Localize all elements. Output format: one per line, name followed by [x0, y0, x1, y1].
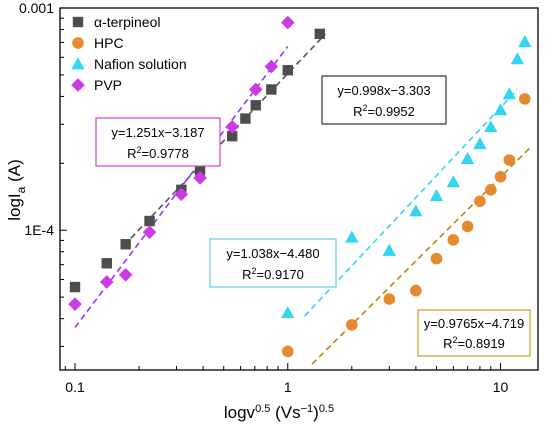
legend-marker-nafion-solution	[71, 57, 85, 70]
point-terpineol	[144, 215, 155, 227]
plot-frame	[59, 7, 539, 371]
x-axis-title: logv0.5 (Vs−1)0.5	[224, 403, 334, 422]
point-nafion-solution	[345, 230, 359, 243]
legend: α-terpineol HPC Nafion solution PVP	[71, 14, 187, 93]
point-pvp	[99, 275, 114, 289]
annotation-pvp-r2: R2=0.9778	[127, 145, 189, 161]
point-nafion-solution	[473, 137, 487, 150]
fit-line-nafion-solution	[304, 88, 518, 317]
annotation-terpineol: y=0.998x−3.303 R2=0.9952	[321, 75, 447, 125]
annotation-hpc-equation: y=0.9765x−4.719	[424, 316, 524, 331]
point-terpineol	[69, 281, 81, 293]
x-tick-label: 0.1	[65, 379, 85, 395]
point-terpineol	[101, 258, 112, 269]
annotation-nafion-r2: R2=0.9170	[242, 266, 304, 282]
point-hpc	[430, 252, 443, 265]
point-terpineol	[266, 84, 277, 95]
point-terpineol	[240, 113, 251, 124]
point-hpc	[281, 345, 294, 358]
point-nafion-solution	[460, 151, 475, 164]
point-pvp	[225, 120, 239, 134]
point-nafion-solution	[382, 243, 396, 256]
axis-ticks	[60, 7, 502, 370]
point-pvp	[174, 187, 189, 202]
point-terpineol	[314, 28, 325, 40]
annotation-terpineol-equation: y=0.998x−3.303	[337, 83, 430, 98]
legend-label-pvp: PVP	[94, 77, 122, 93]
legend-marker-terpineol	[72, 16, 84, 28]
point-nafion-solution	[446, 175, 461, 188]
annotation-nafion: y=1.038x−4.480 R2=0.9170	[209, 238, 337, 288]
point-hpc	[503, 154, 516, 166]
point-hpc	[518, 93, 531, 105]
point-hpc	[447, 234, 460, 246]
annotation-hpc-r2: R2=0.8919	[443, 335, 505, 351]
point-terpineol	[194, 165, 206, 176]
point-nafion-solution	[510, 52, 525, 65]
legend-label-hpc: HPC	[94, 35, 124, 51]
point-pvp	[118, 268, 133, 282]
fit-line-pvp	[74, 45, 289, 328]
point-hpc	[383, 293, 396, 305]
x-tick-label: 1	[284, 379, 292, 395]
point-nafion-solution	[518, 35, 532, 48]
point-terpineol	[250, 100, 261, 111]
y-tick-label: 1E-4	[24, 222, 54, 238]
point-nafion-solution	[281, 306, 295, 319]
point-terpineol	[226, 130, 238, 142]
legend-label-nafion-solution: Nafion solution	[94, 56, 187, 72]
point-hpc	[346, 319, 358, 331]
point-pvp	[264, 59, 279, 74]
point-pvp	[142, 225, 157, 239]
point-terpineol	[120, 239, 131, 250]
annotation-nafion-equation: y=1.038x−4.480	[226, 246, 319, 261]
fit-annotations: y=1.251x−3.187 R2=0.9778 y=0.998x−3.303 …	[95, 75, 531, 357]
point-nafion-solution	[429, 189, 444, 202]
point-pvp	[248, 82, 263, 97]
point-pvp	[68, 297, 82, 311]
annotation-pvp: y=1.251x−3.187 R2=0.9778	[95, 117, 221, 167]
point-nafion-solution	[484, 120, 498, 133]
annotation-hpc: y=0.9765x−4.719 R2=0.8919	[417, 309, 531, 357]
point-hpc	[484, 184, 497, 196]
point-hpc	[474, 195, 486, 208]
y-axis-title: logIa (A)	[5, 159, 28, 221]
point-hpc	[461, 220, 474, 233]
point-nafion-solution	[409, 204, 423, 217]
tick-labels: 0.1 1 10 1E-4 0.001	[19, 0, 509, 395]
y-tick-label: 0.001	[19, 0, 54, 16]
legend-marker-hpc	[72, 37, 84, 49]
point-nafion-solution	[502, 87, 517, 100]
legend-marker-pvp	[71, 78, 85, 92]
point-nafion-solution	[493, 103, 508, 116]
annotation-terpineol-r2: R2=0.9952	[353, 103, 415, 119]
point-pvp	[280, 15, 295, 30]
point-hpc	[410, 284, 422, 297]
x-tick-label: 10	[493, 379, 509, 395]
point-terpineol	[282, 64, 293, 76]
point-hpc	[494, 170, 507, 183]
legend-label-terpineol: α-terpineol	[94, 14, 160, 30]
point-pvp	[193, 171, 207, 185]
annotation-pvp-equation: y=1.251x−3.187	[111, 125, 204, 140]
